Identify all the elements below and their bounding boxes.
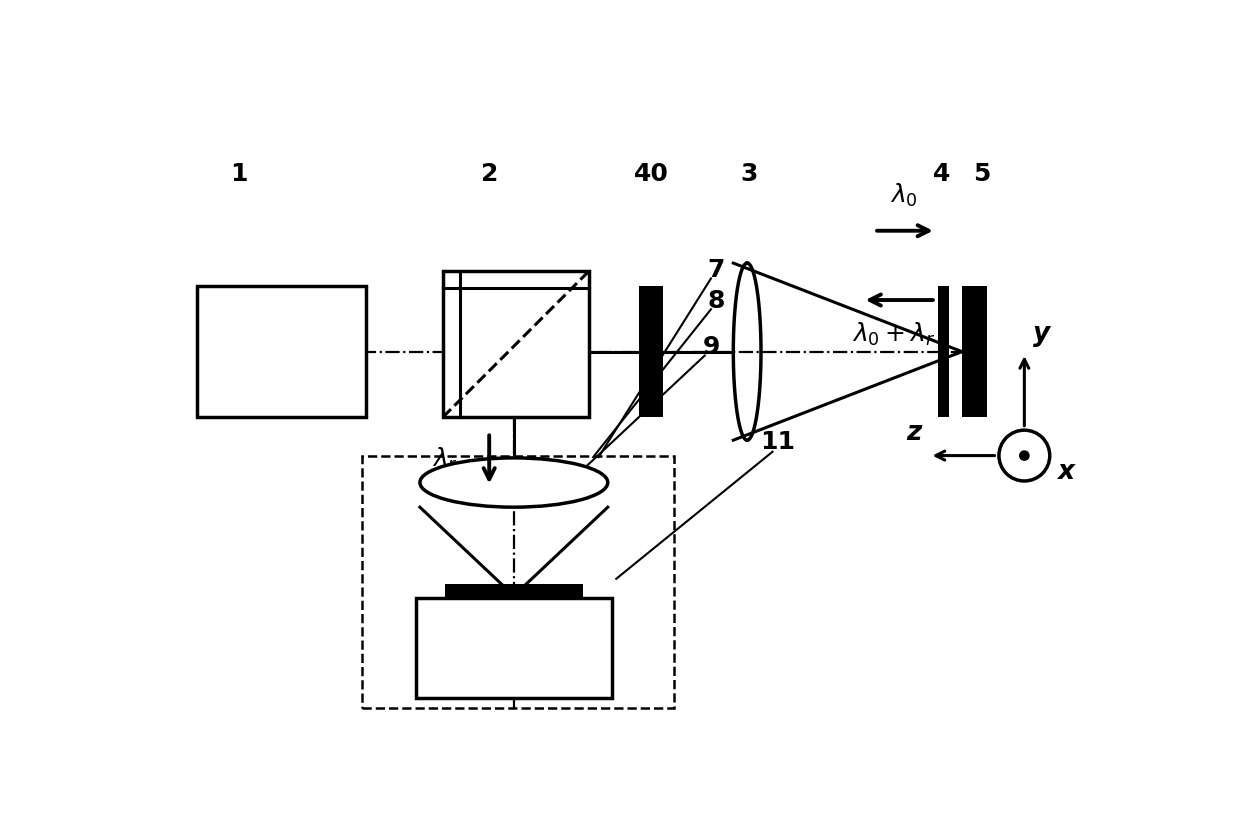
Text: 11: 11 — [760, 430, 795, 454]
Text: $\bfit{y}$: $\bfit{y}$ — [1032, 324, 1053, 349]
Text: 9: 9 — [702, 335, 719, 359]
Bar — [444, 584, 583, 598]
Bar — [417, 598, 613, 698]
Ellipse shape — [420, 458, 608, 508]
Bar — [962, 286, 987, 417]
Text: 8: 8 — [708, 290, 725, 313]
Text: 40: 40 — [634, 162, 668, 186]
Text: 2: 2 — [481, 162, 498, 186]
Text: $\bfit{x}$: $\bfit{x}$ — [1056, 459, 1076, 485]
Text: $\lambda_0$: $\lambda_0$ — [889, 182, 918, 209]
Text: $\lambda_r$: $\lambda_r$ — [433, 446, 459, 473]
Bar — [443, 270, 589, 417]
Bar — [939, 286, 949, 417]
Text: 5: 5 — [973, 162, 991, 186]
Text: 3: 3 — [740, 162, 758, 186]
Bar — [362, 456, 675, 708]
Bar — [197, 286, 366, 417]
Text: $\lambda_0 + \lambda_r$: $\lambda_0 + \lambda_r$ — [852, 321, 935, 348]
Circle shape — [1019, 451, 1029, 460]
Text: 1: 1 — [231, 162, 248, 186]
Text: 7: 7 — [708, 258, 725, 282]
Bar — [639, 286, 663, 417]
Text: 4: 4 — [934, 162, 951, 186]
Text: $\bfit{z}$: $\bfit{z}$ — [905, 420, 924, 446]
